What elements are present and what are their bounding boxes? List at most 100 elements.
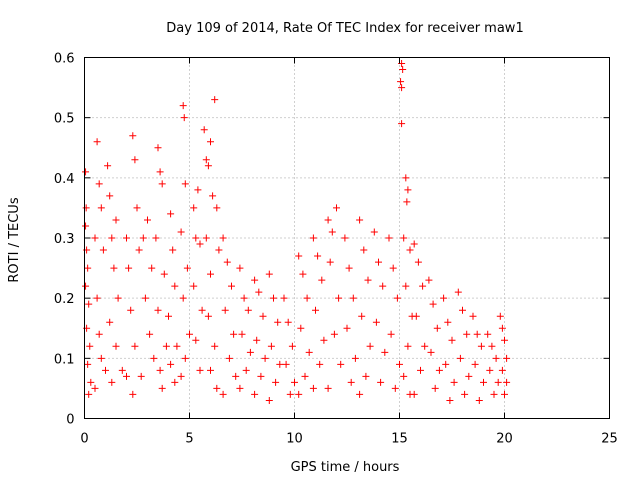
data-point xyxy=(158,384,166,392)
data-point xyxy=(274,318,282,326)
data-point xyxy=(82,282,90,290)
data-point xyxy=(93,294,101,302)
y-tick-label: 0.3 xyxy=(54,232,75,247)
data-point xyxy=(450,378,458,386)
data-point xyxy=(177,228,185,236)
data-point xyxy=(282,360,290,368)
data-point xyxy=(82,204,90,212)
data-point xyxy=(202,234,210,242)
data-point xyxy=(414,258,422,266)
data-point xyxy=(181,180,189,188)
data-point xyxy=(244,306,252,314)
data-point xyxy=(435,366,443,374)
data-point xyxy=(255,288,263,296)
data-point xyxy=(242,366,250,374)
data-point xyxy=(486,366,494,374)
data-point xyxy=(202,156,210,164)
data-point xyxy=(427,348,435,356)
data-point xyxy=(127,306,135,314)
data-point xyxy=(99,246,107,254)
data-point xyxy=(219,234,227,242)
data-point xyxy=(410,390,418,398)
data-point xyxy=(198,306,206,314)
data-point xyxy=(295,390,303,398)
data-point xyxy=(240,294,248,302)
data-point xyxy=(272,378,280,386)
data-point xyxy=(190,204,198,212)
data-point xyxy=(139,234,147,242)
data-point xyxy=(494,378,502,386)
data-point xyxy=(137,372,145,380)
data-point xyxy=(106,192,114,200)
data-point xyxy=(351,354,359,362)
data-point xyxy=(118,366,126,374)
data-point xyxy=(97,204,105,212)
data-point xyxy=(165,312,172,320)
data-point xyxy=(194,186,202,194)
data-point xyxy=(400,234,408,242)
data-point xyxy=(125,264,133,272)
data-point xyxy=(232,372,240,380)
data-point xyxy=(412,312,420,320)
data-point xyxy=(152,234,160,242)
data-point xyxy=(112,216,120,224)
y-tick-label: 0 xyxy=(66,413,74,428)
data-point xyxy=(398,120,406,128)
data-point xyxy=(312,306,319,314)
data-point xyxy=(498,324,506,332)
data-point xyxy=(410,240,418,248)
data-point xyxy=(421,342,429,350)
data-point xyxy=(84,360,92,368)
data-point xyxy=(95,180,103,188)
data-point xyxy=(448,336,456,344)
data-point xyxy=(196,366,204,374)
data-point xyxy=(265,396,273,404)
data-point xyxy=(492,354,500,362)
x-tick-label: 20 xyxy=(496,432,513,447)
data-point xyxy=(381,348,389,356)
data-point xyxy=(169,246,177,254)
data-point xyxy=(85,300,93,308)
data-point xyxy=(501,336,508,344)
data-point xyxy=(480,378,487,386)
data-point xyxy=(148,264,156,272)
data-point xyxy=(213,384,221,392)
data-point xyxy=(129,390,137,398)
data-point xyxy=(86,342,94,350)
data-point xyxy=(190,282,198,290)
data-point xyxy=(144,216,151,224)
data-point xyxy=(146,330,154,338)
data-point xyxy=(399,66,407,74)
data-point xyxy=(133,204,141,212)
data-point xyxy=(301,372,309,380)
data-point xyxy=(85,390,93,398)
data-point xyxy=(167,210,175,218)
data-point xyxy=(406,246,414,254)
data-point xyxy=(316,360,324,368)
data-point xyxy=(343,324,351,332)
data-point xyxy=(398,60,406,68)
data-point xyxy=(391,384,399,392)
data-point xyxy=(108,378,116,386)
data-point xyxy=(356,216,364,224)
data-point xyxy=(238,330,246,338)
data-point xyxy=(112,342,120,350)
data-point xyxy=(360,246,368,254)
data-point xyxy=(223,258,231,266)
data-point xyxy=(181,354,189,362)
data-point xyxy=(324,384,332,392)
data-point xyxy=(213,204,221,212)
data-point xyxy=(97,354,105,362)
data-point xyxy=(106,318,114,326)
data-point xyxy=(503,354,511,362)
data-point xyxy=(356,390,364,398)
data-point xyxy=(402,282,410,290)
data-point xyxy=(91,384,99,392)
data-point xyxy=(375,258,382,266)
data-point xyxy=(396,360,403,368)
data-point xyxy=(404,342,412,350)
data-point xyxy=(211,342,219,350)
data-point xyxy=(253,336,261,344)
data-point xyxy=(377,378,385,386)
